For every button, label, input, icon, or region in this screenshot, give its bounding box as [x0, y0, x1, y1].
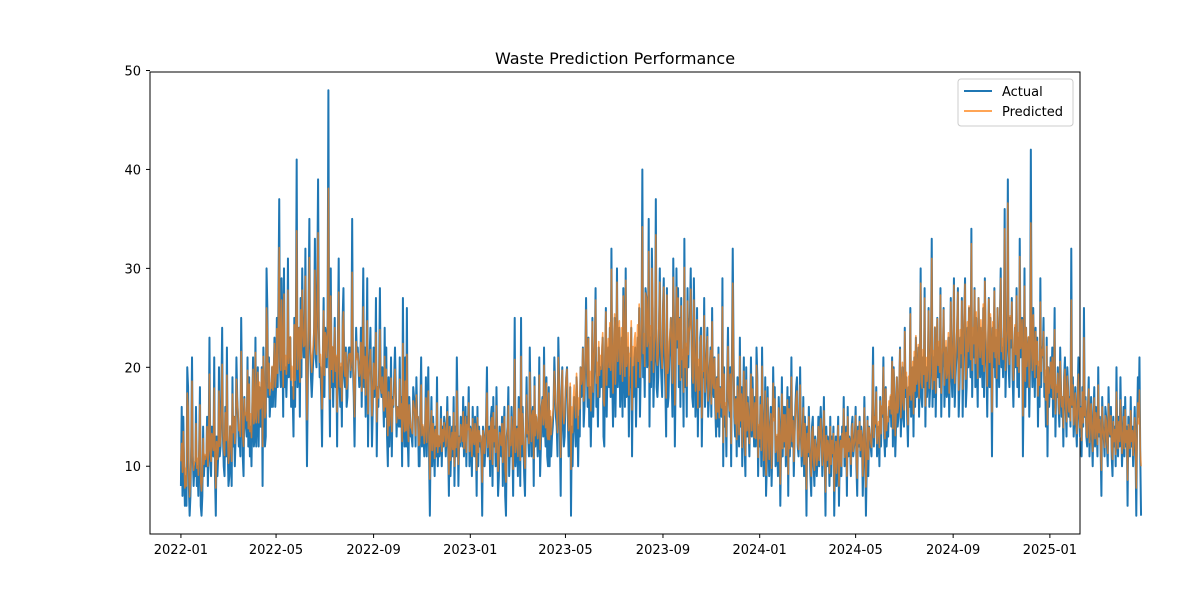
x-tick-label: 2023-01 — [443, 543, 497, 558]
y-tick-label: 30 — [124, 262, 141, 277]
series-layer — [179, 89, 1143, 517]
x-tick-label: 2023-05 — [538, 543, 592, 558]
x-tick-label: 2024-05 — [828, 543, 882, 558]
legend: Actual Predicted — [957, 78, 1074, 127]
y-tick-label: 10 — [124, 460, 141, 475]
plot-area-frame — [149, 71, 1081, 535]
x-axis: 2022-01 2022-05 2022-09 2023-01 2023-05 2023-… — [154, 534, 1077, 558]
y-tick-label: 40 — [124, 163, 141, 178]
legend-label-predicted: Predicted — [1002, 105, 1063, 120]
x-tick-label: 2023-09 — [636, 543, 690, 558]
x-tick-label: 2022-01 — [154, 543, 208, 558]
x-tick-label: 2022-09 — [346, 543, 400, 558]
y-axis: 10 20 30 40 50 — [124, 65, 150, 475]
x-tick-label: 2022-05 — [249, 543, 303, 558]
x-tick-label: 2024-01 — [733, 543, 787, 558]
chart-title: Waste Prediction Performance — [495, 49, 735, 68]
y-tick-label: 20 — [124, 361, 141, 376]
x-tick-label: 2025-01 — [1023, 543, 1077, 558]
x-tick-label: 2024-09 — [926, 543, 980, 558]
series-line-actual — [179, 89, 1143, 517]
legend-label-actual: Actual — [1002, 85, 1043, 100]
y-tick-label: 50 — [124, 65, 141, 80]
series-line-predicted — [180, 187, 1142, 498]
